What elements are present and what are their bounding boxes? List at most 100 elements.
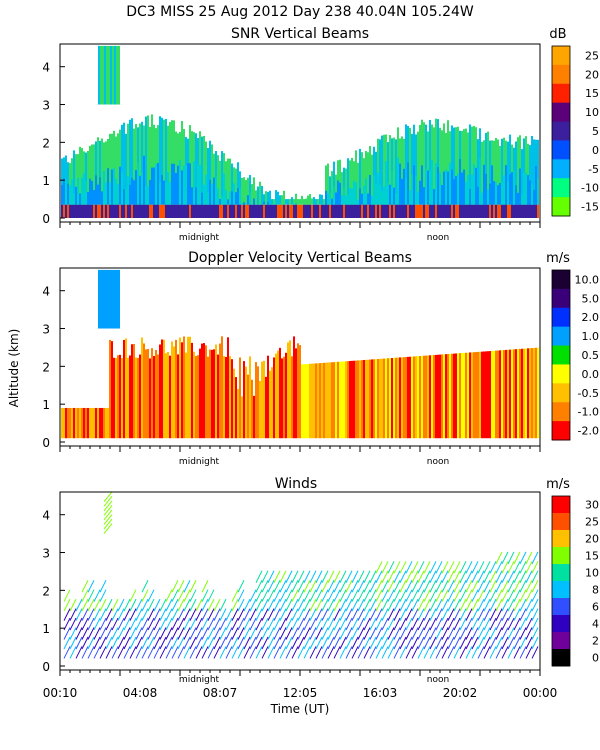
snr-column (169, 182, 171, 205)
wind-barb (267, 608, 275, 621)
snr-surface (511, 204, 513, 218)
snr-surface (305, 204, 307, 218)
wind-barb (375, 570, 383, 584)
wind-barb (423, 617, 431, 631)
doppler-column (449, 353, 451, 439)
snr-surface (255, 204, 257, 218)
doppler-column (463, 352, 465, 439)
doppler-column (169, 355, 171, 439)
wind-barb (237, 617, 245, 631)
doppler-column (83, 407, 85, 439)
colorbar-swatch (552, 632, 570, 650)
snr-surface (293, 204, 295, 218)
snr-column (119, 166, 121, 205)
wind-barb (111, 627, 119, 640)
snr-surface (387, 204, 389, 218)
wind-barb (321, 580, 329, 593)
wind-barb (489, 608, 497, 621)
doppler-column (345, 361, 347, 439)
doppler-column (117, 355, 119, 439)
snr-surface (75, 204, 77, 218)
snr-surface (219, 204, 221, 218)
snr-surface (381, 204, 383, 218)
snr-surface (337, 204, 339, 218)
snr-column (243, 177, 245, 205)
snr-column (387, 142, 389, 205)
snr-column (106, 45, 108, 105)
wind-barb (123, 627, 131, 640)
snr-column (503, 175, 505, 205)
snr-column (153, 124, 155, 205)
colorbar-label: 0.0 (582, 368, 600, 381)
doppler-column (335, 361, 337, 439)
wind-barb (339, 580, 347, 593)
colorbar-swatch (552, 64, 570, 85)
snr-surface (487, 204, 489, 218)
doppler-column (112, 269, 114, 329)
wind-barb (225, 617, 233, 631)
wind-barb (501, 636, 509, 650)
wind-barb (87, 646, 95, 659)
wind-barb (87, 636, 95, 650)
doppler-noon-label: noon (427, 457, 449, 467)
doppler-column (467, 352, 469, 439)
snr-column (347, 158, 349, 205)
snr-column (195, 133, 197, 205)
snr-column (459, 158, 461, 205)
snr-column (257, 203, 259, 205)
wind-barb (201, 589, 209, 602)
snr-column (69, 185, 71, 205)
snr-column (345, 168, 347, 205)
snr-column (385, 161, 387, 205)
wind-barb (75, 636, 83, 650)
snr-column (403, 168, 405, 205)
wind-barb (129, 627, 137, 640)
wind-barb (369, 646, 377, 659)
doppler-column (267, 355, 269, 439)
snr-surface (165, 204, 167, 218)
wind-barb (423, 570, 431, 584)
wind-barb (477, 617, 485, 631)
snr-column (61, 185, 63, 205)
doppler-column (265, 376, 267, 439)
doppler-column (383, 358, 385, 439)
wind-barb (441, 617, 449, 631)
wind-barb (465, 627, 473, 640)
wind-barb (93, 646, 101, 659)
wind-barb (339, 589, 347, 602)
snr-column (291, 197, 293, 205)
wind-barb (81, 636, 89, 650)
wind-barb (135, 617, 143, 631)
wind-barb (369, 627, 377, 640)
wind-barb (249, 646, 257, 659)
time-tick-label: 00:00 (523, 686, 558, 700)
snr-column (135, 123, 137, 205)
snr-surface (163, 204, 165, 218)
wind-barb (477, 561, 485, 574)
doppler-column (259, 381, 261, 439)
wind-barb (279, 580, 287, 593)
snr-column (115, 179, 117, 205)
wind-barb (303, 589, 311, 602)
doppler-column (409, 356, 411, 439)
snr-column (91, 180, 93, 205)
wind-barb (189, 646, 197, 659)
doppler-column (147, 348, 149, 439)
snr-column (85, 152, 87, 205)
wind-barb (447, 570, 455, 584)
wind-barb (103, 505, 113, 516)
doppler-column (100, 269, 102, 329)
snr-column (475, 127, 477, 205)
snr-column (229, 158, 231, 205)
wind-barb (327, 617, 335, 631)
doppler-column (451, 353, 453, 439)
snr-column (217, 155, 219, 205)
snr-column (425, 168, 427, 205)
snr-surface (247, 204, 249, 218)
wind-barb (267, 570, 275, 584)
snr-column (101, 138, 103, 205)
snr-column (77, 177, 79, 205)
snr-surface (177, 204, 179, 218)
wind-barb (195, 646, 203, 659)
